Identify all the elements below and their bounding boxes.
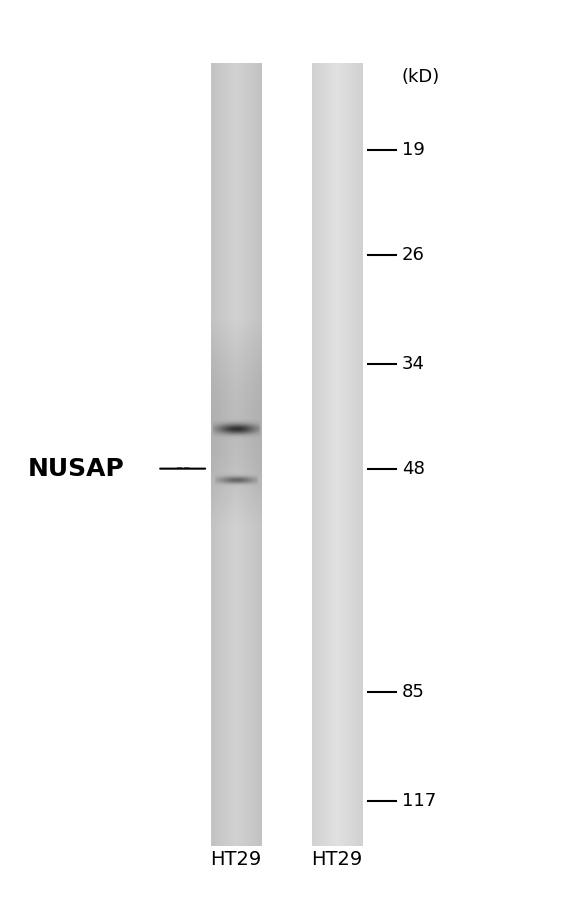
Text: 19: 19: [402, 141, 425, 159]
Text: 26: 26: [402, 246, 425, 264]
Text: 34: 34: [402, 355, 425, 373]
Text: --: --: [175, 460, 190, 478]
Text: NUSAP: NUSAP: [28, 457, 125, 480]
Text: HT29: HT29: [210, 850, 262, 869]
Text: 48: 48: [402, 460, 425, 478]
Text: (kD): (kD): [402, 68, 440, 86]
Text: 85: 85: [402, 682, 425, 701]
Text: 117: 117: [402, 792, 436, 810]
Text: HT29: HT29: [311, 850, 363, 869]
